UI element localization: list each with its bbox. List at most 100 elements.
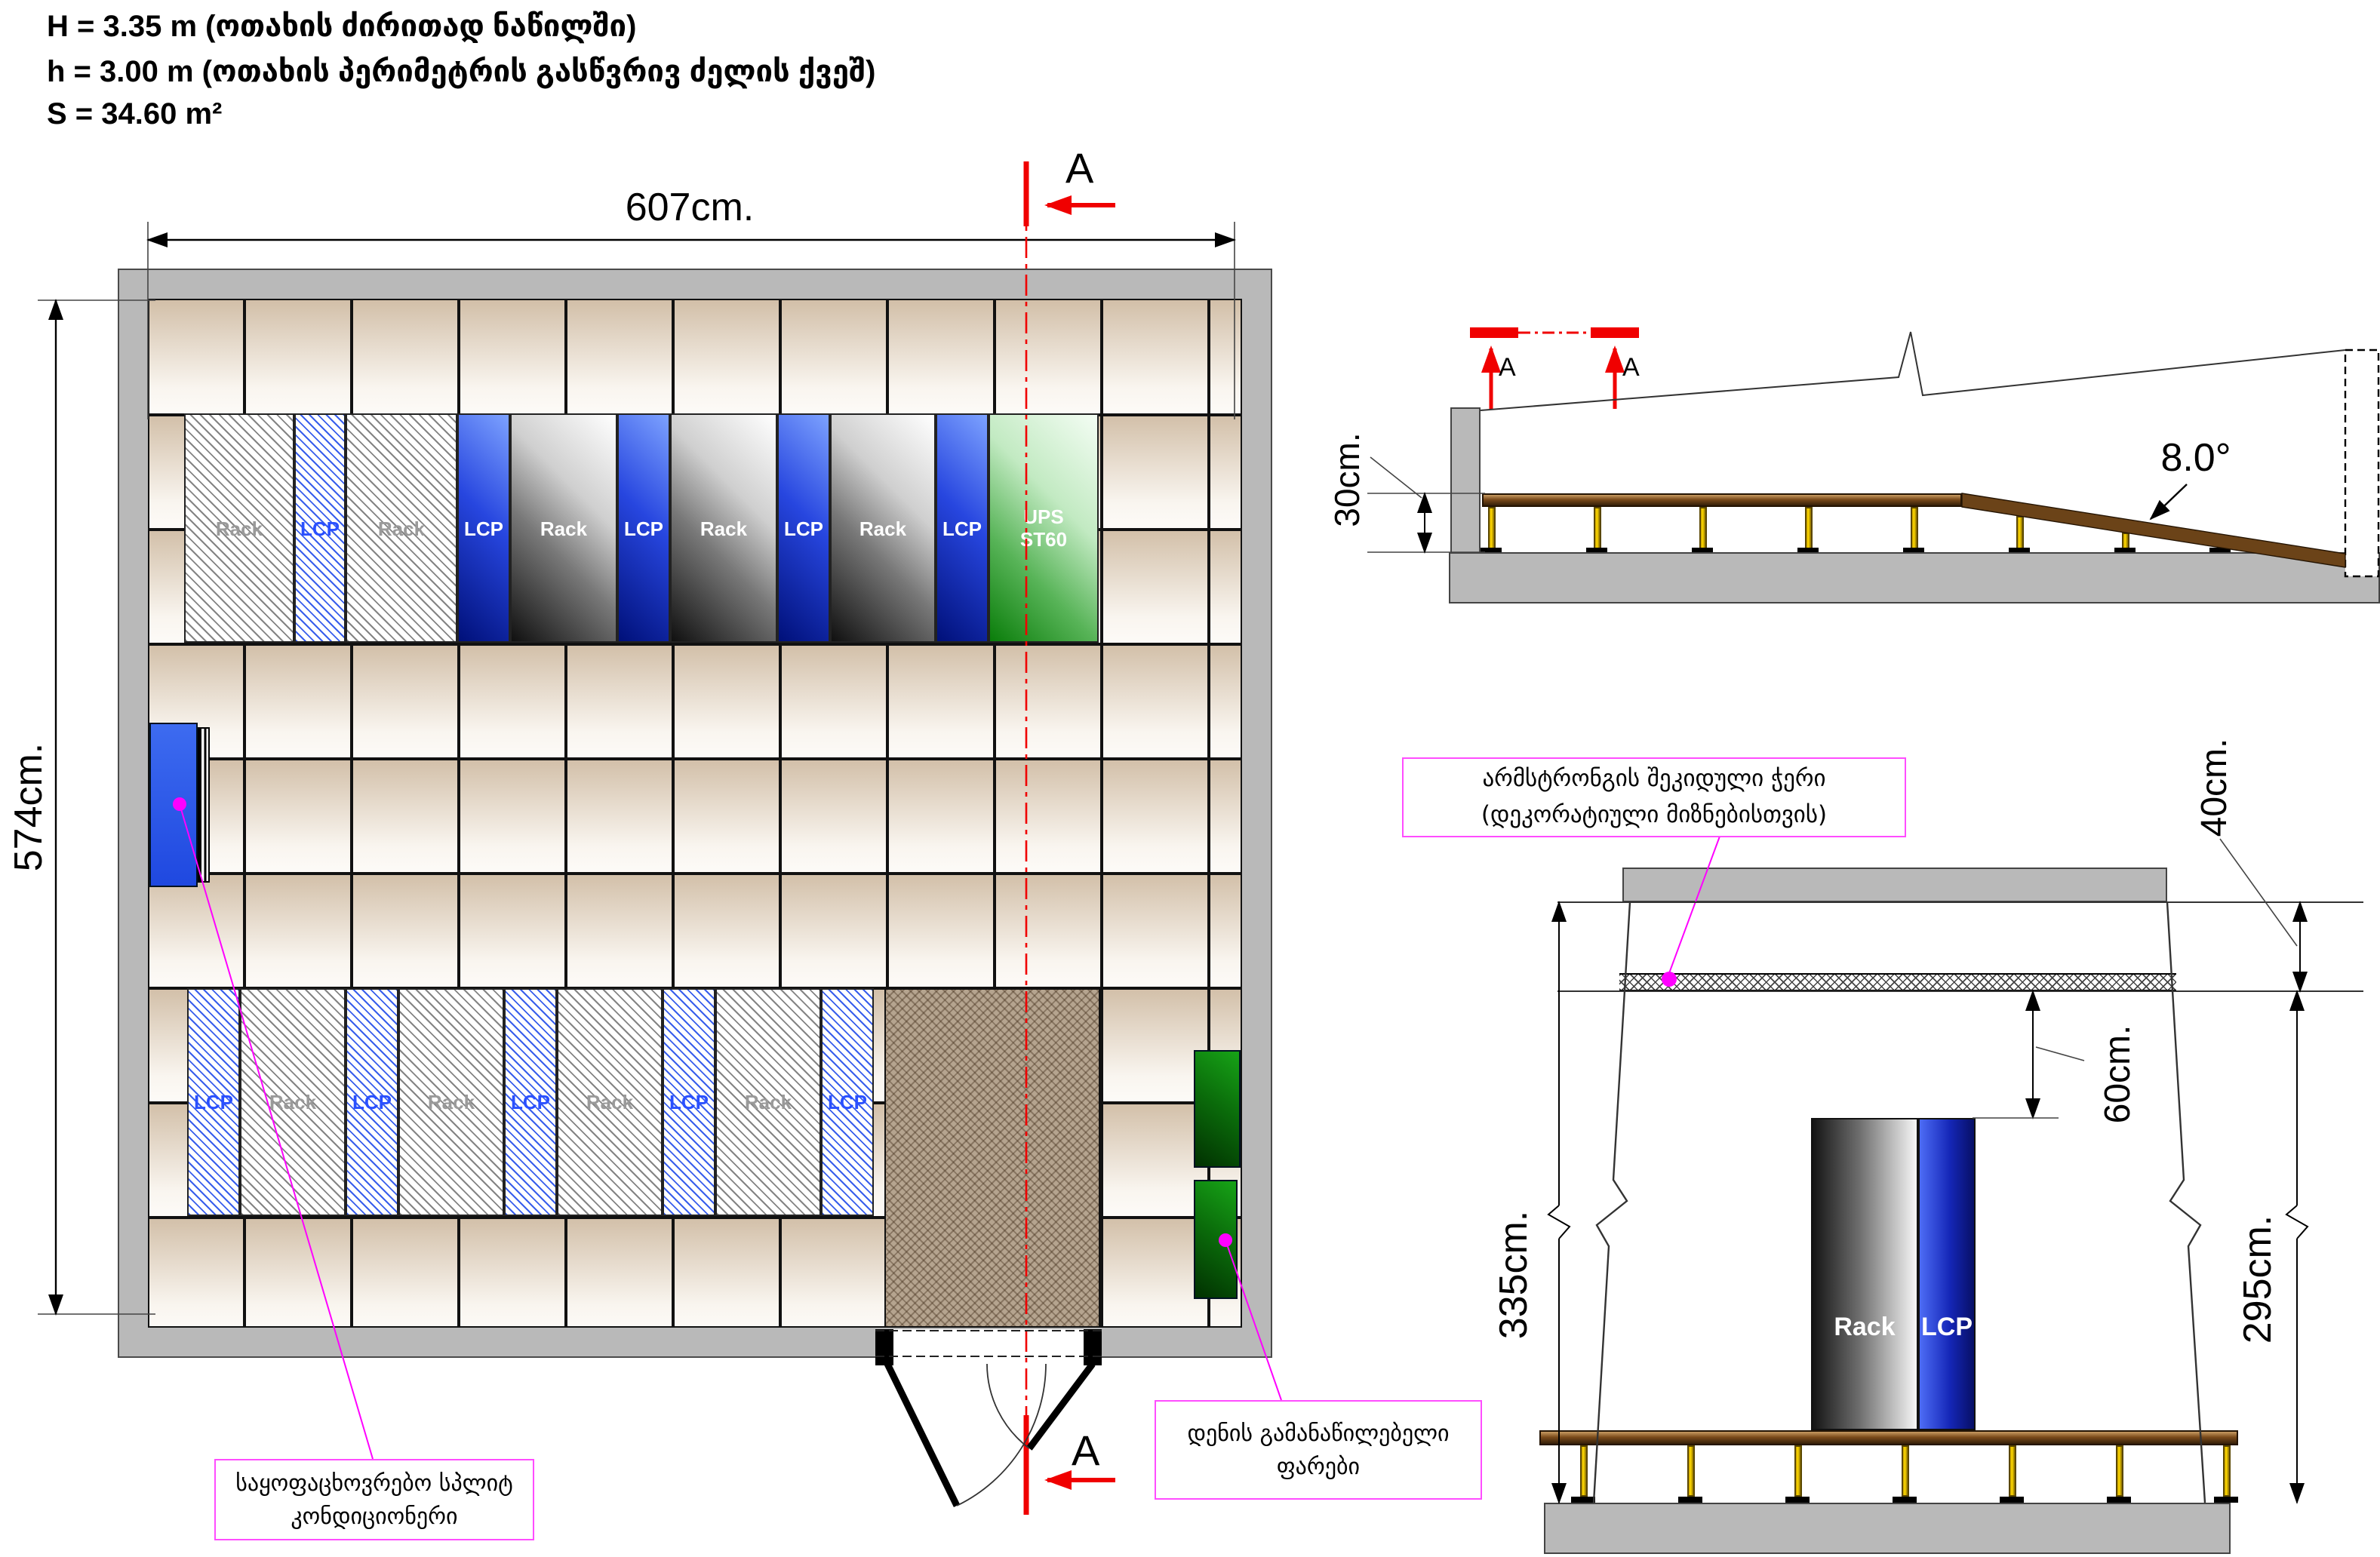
grid-line-h bbox=[148, 1216, 1242, 1218]
door-post-right bbox=[1084, 1329, 1102, 1365]
pedestal-foot bbox=[1571, 1497, 1595, 1502]
unit-label: UPS ST60 bbox=[1019, 505, 1068, 551]
power-panel-2 bbox=[1194, 1180, 1238, 1299]
lcp-unit: LCP bbox=[504, 988, 557, 1216]
rack-unit: Rack bbox=[670, 413, 777, 643]
marker-bar bbox=[1470, 327, 1518, 338]
unit-label: Rack bbox=[586, 1091, 634, 1113]
room-height-dim-label: 335cm. bbox=[1490, 1210, 1536, 1340]
rack-unit: Rack bbox=[557, 988, 663, 1216]
unit-label: Rack bbox=[744, 1091, 792, 1113]
pedestal-foot bbox=[1678, 1497, 1702, 1502]
unit-label: LCP bbox=[784, 517, 823, 539]
unit-label: Rack bbox=[859, 517, 907, 539]
plan-height-dimension: 574cm. bbox=[5, 742, 51, 872]
callout-split-ac: საყოფაცხოვრებო სპლიტ კონდიციონერი bbox=[214, 1459, 534, 1540]
grid-line-v bbox=[779, 299, 781, 1328]
floor-pedestal bbox=[2115, 1445, 2123, 1497]
power-panel-1 bbox=[1194, 1050, 1241, 1168]
lcp-unit: LCP bbox=[936, 413, 989, 643]
section-mark-a-top: A bbox=[1065, 145, 1094, 192]
door-opening bbox=[875, 1329, 1102, 1358]
pedestal-foot bbox=[1785, 1497, 1810, 1502]
pedestal-foot bbox=[1692, 548, 1713, 552]
pedestal-foot bbox=[1893, 1497, 1917, 1502]
lcp-unit: LCP bbox=[187, 988, 240, 1216]
split-ac-unit bbox=[149, 723, 198, 887]
room-height-main: H = 3.35 m (ოთახის ძირითად ნაწილში) bbox=[47, 11, 637, 44]
rack-unit: Rack bbox=[240, 988, 346, 1216]
plan-width-dimension: 607cm. bbox=[625, 184, 755, 229]
door-leaf-left bbox=[884, 1362, 961, 1507]
unit-label: LCP bbox=[828, 1091, 867, 1113]
floor-pedestal bbox=[1910, 507, 1917, 552]
leader-ceiling bbox=[1668, 834, 1721, 974]
grid-line-v bbox=[672, 299, 674, 1328]
callout-ceiling-line2: (დეკორატიული მიზნებისთვის) bbox=[1481, 800, 1828, 828]
pedestal-foot bbox=[2214, 1497, 2238, 1502]
clear-height-dim-label: 295cm. bbox=[2234, 1215, 2280, 1344]
grid-line-h bbox=[148, 643, 1242, 645]
floor-pedestal bbox=[1699, 507, 1706, 552]
lcp-unit: LCP bbox=[346, 988, 398, 1216]
ups-unit: UPS ST60 bbox=[989, 413, 1099, 643]
grid-line-v bbox=[457, 299, 460, 1328]
rack-unit: Rack bbox=[715, 988, 821, 1216]
door-swing-right bbox=[986, 1363, 1030, 1449]
rack-unit: Rack bbox=[398, 988, 504, 1216]
leader-40 bbox=[2219, 838, 2298, 947]
elevation-wall-right bbox=[2166, 901, 2206, 1503]
grid-line-v bbox=[1207, 299, 1210, 1328]
elevation-rack: Rack bbox=[1811, 1118, 1918, 1430]
room-area: S = 34.60 m² bbox=[47, 98, 223, 131]
floor-pedestal bbox=[1901, 1445, 1908, 1497]
unit-label: LCP bbox=[464, 517, 503, 539]
leader-60 bbox=[2035, 1046, 2085, 1061]
split-ac-grille bbox=[198, 727, 210, 883]
grid-line-v bbox=[993, 299, 995, 1328]
room-height-perimeter: h = 3.00 m (ოთახის პერიმეტრის გასწვრივ ძ… bbox=[47, 56, 876, 89]
rack-unit: Rack bbox=[346, 413, 457, 643]
pedestal-foot bbox=[1797, 548, 1819, 552]
section-floor-slab bbox=[1449, 552, 2380, 603]
floor-pedestal bbox=[1794, 1445, 1801, 1497]
unit-label: Rack bbox=[377, 517, 426, 539]
lcp-unit: LCP bbox=[617, 413, 670, 643]
plan-utility-zone bbox=[884, 988, 1100, 1328]
grid-line-h bbox=[148, 872, 1242, 874]
floor-pedestal bbox=[1487, 507, 1495, 552]
lcp-unit: LCP bbox=[777, 413, 830, 643]
grid-line-v bbox=[1100, 299, 1102, 1328]
floor-pedestal bbox=[1804, 507, 1812, 552]
section-marker-a2: A bbox=[1622, 353, 1640, 382]
grid-line-v bbox=[886, 299, 888, 1328]
callout-power-line1: დენის გამანაწილებელი bbox=[1187, 1419, 1450, 1446]
unit-label: Rack bbox=[700, 517, 748, 539]
elevation-rack-label: Rack bbox=[1834, 1313, 1896, 1341]
elevation-wall-left bbox=[1592, 901, 1631, 1503]
leader-30 bbox=[1370, 456, 1422, 499]
pedestal-foot bbox=[2009, 548, 2030, 552]
floor-pedestal bbox=[1687, 1445, 1694, 1497]
slope-arrow bbox=[2149, 484, 2188, 521]
pedestal-foot bbox=[2209, 548, 2231, 552]
grid-line-h bbox=[148, 987, 1242, 989]
lcp-unit: LCP bbox=[294, 413, 346, 643]
ceiling-gap-dim-label: 40cm. bbox=[2194, 738, 2235, 837]
callout-split-ac-line2: კონდიციონერი bbox=[291, 1503, 458, 1530]
ramp-slope-label: 8.0° bbox=[2160, 435, 2231, 480]
unit-label: LCP bbox=[352, 1091, 392, 1113]
section-marker-a1: A bbox=[1499, 353, 1516, 382]
section-end-door bbox=[2344, 349, 2380, 578]
unit-label: Rack bbox=[427, 1091, 475, 1113]
rack-gap-dim-label: 60cm. bbox=[2098, 1024, 2139, 1124]
section-raised-floor-deck bbox=[1482, 493, 1962, 507]
suspended-ceiling bbox=[1619, 973, 2176, 991]
floor-pedestal bbox=[2016, 516, 2023, 552]
unit-label: LCP bbox=[300, 517, 340, 539]
unit-label: LCP bbox=[669, 1091, 709, 1113]
floor-pedestal bbox=[2222, 1445, 2230, 1497]
marker-bar bbox=[1591, 327, 1639, 338]
rack-unit: Rack bbox=[830, 413, 936, 643]
